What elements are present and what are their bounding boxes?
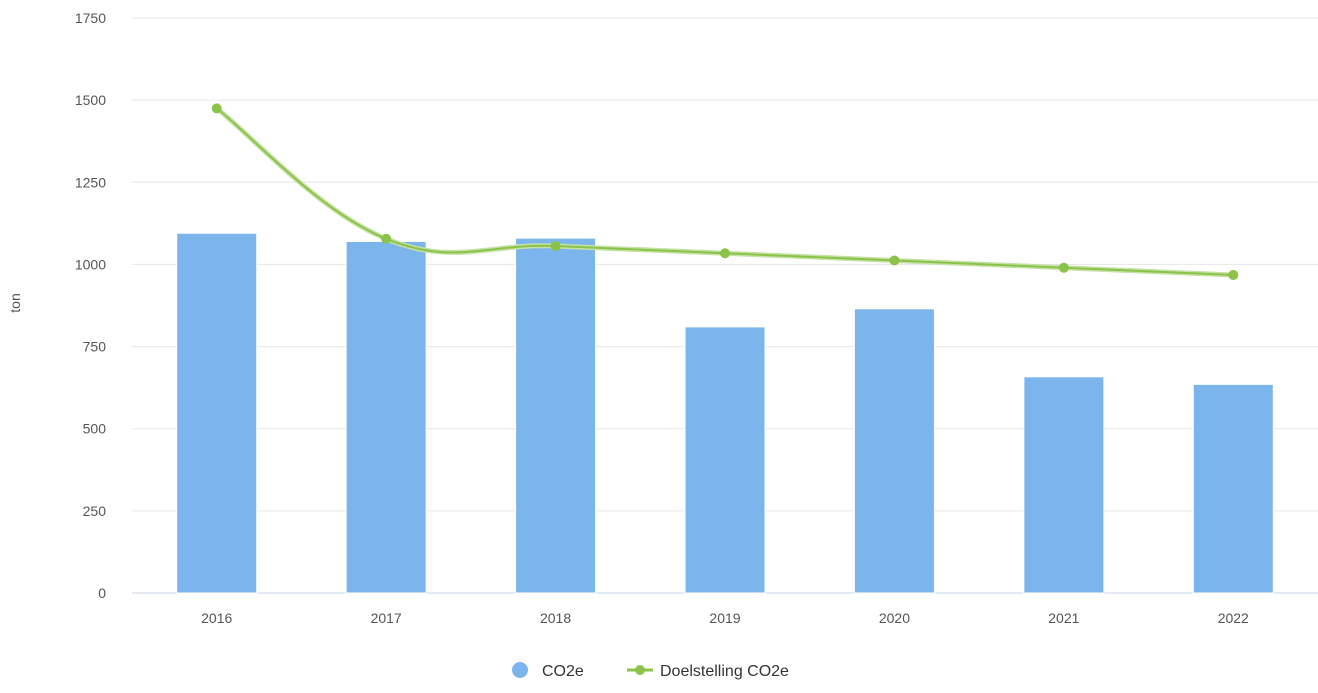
legend-swatch-circle	[512, 662, 528, 678]
legend-label: Doelstelling CO2e	[660, 663, 789, 680]
y-tick-label: 250	[83, 503, 107, 519]
target-point-2016[interactable]	[211, 103, 222, 114]
x-axis-ticks: 2016 2017 2018 2019 2020 2021 2022	[201, 610, 1249, 626]
x-tick-label: 2021	[1048, 610, 1079, 626]
y-tick-label: 0	[98, 585, 106, 601]
legend-item-co2e[interactable]: CO2e	[512, 662, 584, 680]
y-tick-label: 750	[83, 339, 107, 355]
legend: CO2e Doelstelling CO2e	[512, 662, 789, 680]
y-tick-label: 1750	[75, 10, 106, 26]
target-point-2020[interactable]	[889, 255, 900, 266]
y-tick-label: 1500	[75, 92, 106, 108]
target-point-2018[interactable]	[550, 241, 561, 252]
bar-2022[interactable]	[1192, 383, 1274, 594]
legend-item-doelstelling[interactable]: Doelstelling CO2e	[627, 663, 789, 680]
y-tick-label: 1250	[75, 174, 106, 190]
bar-2016[interactable]	[176, 232, 258, 594]
legend-label: CO2e	[542, 663, 584, 680]
y-axis-ticks: 0 250 500 750 1000 1250 1500 1750	[75, 10, 106, 601]
target-point-2022[interactable]	[1228, 269, 1239, 280]
y-tick-label: 1000	[75, 256, 106, 272]
x-tick-label: 2017	[371, 610, 402, 626]
target-point-2021[interactable]	[1058, 262, 1069, 273]
legend-swatch-marker	[635, 665, 645, 675]
bar-2019[interactable]	[684, 326, 766, 594]
bar-2021[interactable]	[1023, 376, 1105, 594]
bar-2020[interactable]	[853, 308, 935, 594]
x-tick-label: 2016	[201, 610, 232, 626]
target-point-2017[interactable]	[381, 233, 392, 244]
y-tick-label: 500	[83, 421, 107, 437]
x-tick-label: 2019	[709, 610, 740, 626]
target-point-2019[interactable]	[720, 248, 730, 259]
x-tick-label: 2018	[540, 610, 571, 626]
x-tick-label: 2020	[879, 610, 910, 626]
y-axis-title: ton	[7, 293, 23, 312]
bar-2018[interactable]	[515, 237, 597, 594]
x-tick-label: 2022	[1218, 610, 1249, 626]
line-series	[211, 103, 1239, 280]
bar-2017[interactable]	[345, 240, 427, 594]
bar-series	[176, 232, 1274, 594]
